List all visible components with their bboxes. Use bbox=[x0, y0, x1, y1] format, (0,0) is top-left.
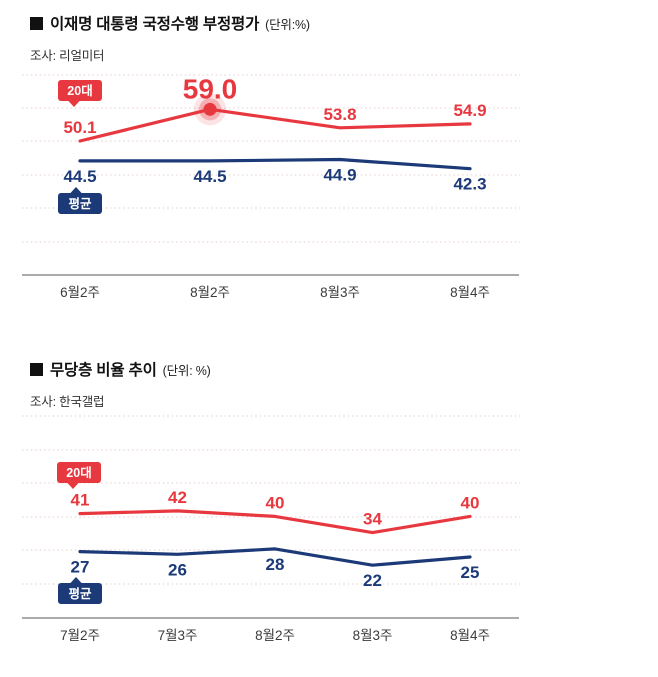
series-badge bbox=[58, 193, 102, 214]
value-label: 44.5 bbox=[63, 167, 96, 186]
series-badge bbox=[57, 462, 101, 483]
series-badge bbox=[58, 583, 102, 604]
square-bullet-icon bbox=[30, 362, 43, 376]
series-badge-tail bbox=[70, 187, 82, 194]
value-label: 34 bbox=[363, 510, 382, 529]
series-badge-label: 평균 bbox=[68, 196, 92, 211]
x-tick-label: 8월2주 bbox=[190, 285, 230, 300]
x-tick-label: 6월2주 bbox=[60, 285, 100, 300]
value-label: 22 bbox=[363, 571, 382, 590]
series-badge-tail bbox=[68, 100, 80, 107]
value-label: 25 bbox=[461, 563, 480, 582]
series-badge-label: 평균 bbox=[68, 586, 92, 601]
series-line-twenties bbox=[78, 509, 472, 535]
value-label: 50.1 bbox=[63, 118, 96, 137]
value-label: 53.8 bbox=[323, 105, 356, 124]
series-badge-tail bbox=[70, 577, 82, 584]
series-badge-tail bbox=[67, 482, 79, 489]
value-label: 54.9 bbox=[453, 101, 486, 120]
x-tick-label: 8월3주 bbox=[320, 285, 360, 300]
value-label: 40 bbox=[461, 493, 480, 512]
x-tick-label: 8월2주 bbox=[255, 628, 295, 643]
series-line-average bbox=[78, 547, 472, 567]
chart-2-header: 무당층 비율 추이 (단위: %) 조사: 한국갤럽 bbox=[30, 358, 211, 410]
x-tick-label: 8월4주 bbox=[450, 285, 490, 300]
series-badge-label: 20대 bbox=[67, 84, 92, 98]
chart-2-source: 조사: 한국갤럽 bbox=[30, 395, 105, 409]
chart-2-title: 무당층 비율 추이 (단위: %) bbox=[30, 358, 211, 380]
x-tick-label: 7월3주 bbox=[158, 628, 198, 643]
x-tick-label: 8월4주 bbox=[450, 628, 490, 643]
chart-1-source: 조사: 리얼미터 bbox=[30, 49, 105, 63]
value-label: 44.9 bbox=[323, 166, 356, 185]
chart-1-unit-label: (단위:%) bbox=[265, 17, 310, 32]
value-label: 27 bbox=[71, 558, 90, 577]
value-label: 42.3 bbox=[453, 175, 486, 194]
series-line-average bbox=[78, 157, 472, 171]
series-line-twenties bbox=[78, 107, 472, 143]
chart-2-unit-label: (단위: %) bbox=[162, 363, 211, 378]
chart-1-header: 이재명 대통령 국정수행 부정평가 (단위:%) 조사: 리얼미터 bbox=[30, 12, 310, 64]
line-chart-nonpartisan-ratio: 7월2주 7월3주 8월2주 8월3주 8월4주 41 42 40 34 40 20대 27 26 28 2… bbox=[22, 415, 520, 643]
chart-1-title: 이재명 대통령 국정수행 부정평가 (단위:%) bbox=[30, 12, 310, 34]
value-label: 42 bbox=[168, 488, 187, 507]
square-bullet-icon bbox=[30, 16, 43, 30]
value-label: 26 bbox=[168, 560, 187, 579]
value-label: 28 bbox=[266, 555, 285, 574]
chart-1-title-text: 이재명 대통령 국정수행 부정평가 bbox=[50, 16, 260, 33]
chart-2-title-text: 무당층 비율 추이 bbox=[50, 362, 157, 379]
highlight-point bbox=[203, 102, 217, 116]
series-badge bbox=[58, 80, 102, 101]
series-badge-label: 20대 bbox=[66, 466, 91, 480]
value-label: 40 bbox=[266, 493, 285, 512]
value-label: 41 bbox=[71, 491, 90, 510]
x-tick-label: 7월2주 bbox=[60, 628, 100, 643]
value-label-highlighted: 59.0 bbox=[183, 73, 238, 104]
x-tick-label: 8월3주 bbox=[353, 628, 393, 643]
value-label: 44.5 bbox=[193, 167, 226, 186]
line-chart-negative-rating: 6월2주 8월2주 8월3주 8월4주 50.1 59.0 53.8 54.9 20대 44.5 4… bbox=[22, 73, 520, 300]
